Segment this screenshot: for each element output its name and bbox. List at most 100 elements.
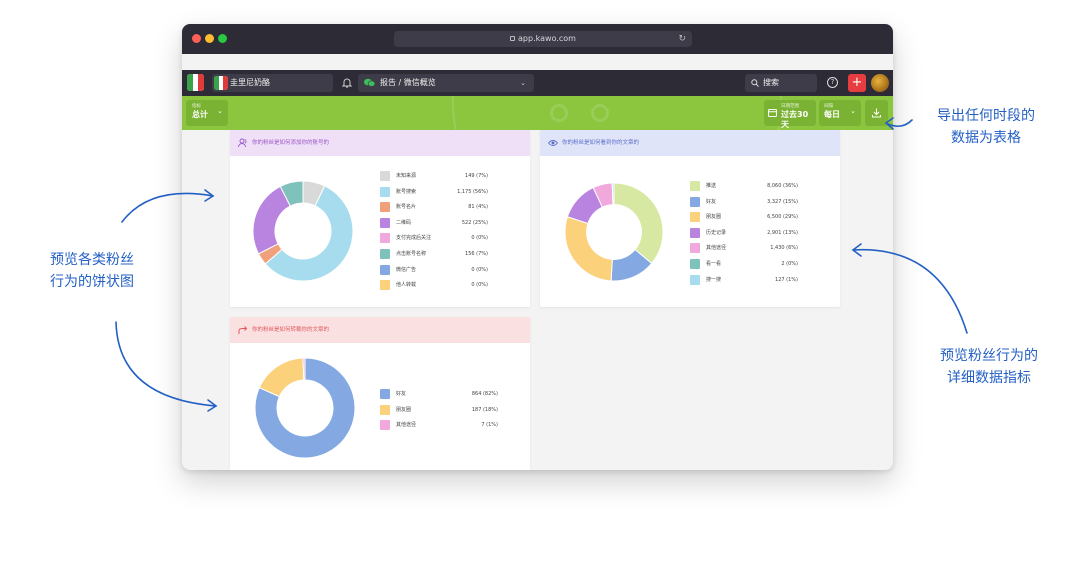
legend-item[interactable]: 朋友圈 6,500 (29%) [690, 212, 840, 223]
donut-slice-1[interactable] [254, 357, 356, 459]
legend-value: 0 (0%) [471, 266, 488, 273]
users-icon [238, 138, 247, 148]
legend-value: 2,901 (13%) [767, 229, 798, 236]
search-button[interactable]: 搜索 [745, 74, 817, 92]
annotation-metrics-line2: 详细数据指标 [947, 370, 1031, 386]
legend-label: 历史记录 [706, 229, 727, 236]
legend-label: 看一看 [706, 261, 722, 267]
browser-titlebar: app.kawo.com ↻ [182, 24, 893, 54]
legend-item[interactable]: 未知来源 149 (7%) [380, 171, 530, 181]
export-button[interactable] [865, 100, 888, 126]
legend-item[interactable]: 好友 864 (82%) [380, 389, 530, 399]
app-header: 圭里尼奶酪 报告 / 微信概览 ⌄ 搜索 ? + [182, 70, 893, 96]
legend-item[interactable]: 历史记录 2,901 (13%) [690, 227, 840, 238]
donut-slice-6[interactable] [279, 180, 304, 207]
legend-label: 推送 [706, 183, 717, 189]
annotation-pie-preview: 预览各类粉丝 行为的饼状图 [34, 249, 150, 293]
article-view-source-card: 你的粉丝是如何看到你的文章的 推送 8,060 (36%) 好友 3,327 (15%… [540, 130, 840, 307]
legend-value: 149 (7%) [465, 173, 488, 179]
url-text: app.kawo.com [518, 34, 576, 43]
legend-label: 支付完成后关注 [396, 235, 432, 242]
date-range-selector[interactable]: 日期范围 过去30天 [764, 100, 816, 129]
report-toolbar: 指标 总计 ⌄ 日期范围 过去30天 间隔 每日 ⌄ [182, 96, 893, 130]
legend-swatch [380, 249, 390, 259]
legend-item[interactable]: 微信广告 0 (0%) [380, 264, 530, 275]
donut-slice-3[interactable] [302, 357, 306, 381]
legend-label: 点击账号名称 [396, 251, 427, 257]
article-share-donut-chart [254, 357, 356, 459]
article-view-donut-chart [564, 182, 664, 282]
avatar[interactable] [871, 74, 889, 92]
legend-item[interactable]: 看一看 2 (0%) [690, 259, 840, 269]
donut-slice-4[interactable] [252, 185, 291, 255]
account-name: 圭里尼奶酪 [230, 78, 270, 87]
legend-item[interactable]: 其他途径 1,430 (6%) [690, 243, 840, 254]
donut-slice-1[interactable] [613, 182, 664, 265]
legend-item[interactable]: 其他途径 7 (1%) [380, 420, 530, 431]
follow-source-card: 你的粉丝是如何添加你的账号的 未知来源 149 (7%) 账号搜索 1,175 (56… [230, 130, 530, 307]
follow-source-donut-chart [252, 180, 354, 282]
annotation-export-line2: 数据为表格 [951, 130, 1021, 146]
legend-item[interactable]: 账号搜索 1,175 (56%) [380, 186, 530, 197]
legend-item[interactable]: 点击账号名称 156 (7%) [380, 249, 530, 259]
legend-swatch [690, 274, 700, 285]
legend-item[interactable]: 朋友圈 187 (18%) [380, 404, 530, 415]
legend-value: 187 (18%) [471, 406, 498, 413]
legend-item[interactable]: 支付完成后关注 0 (0%) [380, 233, 530, 244]
legend-value: 81 (4%) [468, 204, 488, 211]
legend-value: 522 (25%) [461, 219, 488, 226]
card-title: 你的粉丝是如何添加你的账号的 [252, 140, 330, 146]
eye-icon [548, 140, 558, 146]
reload-icon[interactable]: ↻ [678, 34, 686, 44]
report-selector[interactable]: 报告 / 微信概览 ⌄ [358, 74, 534, 92]
search-icon [751, 79, 759, 87]
address-bar[interactable]: app.kawo.com ↻ [394, 31, 692, 47]
annotation-pie-line1: 预览各类粉丝 [50, 252, 134, 268]
date-range-caption: 日期范围 [781, 104, 799, 109]
legend-swatch [380, 186, 390, 197]
legend-swatch [380, 280, 390, 291]
add-button[interactable]: + [848, 74, 866, 92]
donut-slice-2[interactable] [258, 357, 305, 398]
article-share-source-card: 你的粉丝是如何转载你的文章的 好友 864 (82%) 朋友圈 187 (18%) 其他… [230, 317, 530, 470]
legend-item[interactable]: 他人转载 0 (0%) [380, 280, 530, 291]
kawo-logo-icon[interactable] [187, 74, 204, 91]
legend-value: 6,500 (29%) [767, 214, 798, 221]
legend-item[interactable]: 搜一搜 127 (1%) [690, 274, 840, 285]
donut-slice-2[interactable] [264, 185, 354, 282]
close-window-button[interactable] [192, 34, 201, 43]
zoom-window-button[interactable] [218, 34, 227, 43]
chevron-down-icon: ⌄ [217, 107, 223, 115]
interval-selector[interactable]: 间隔 每日 ⌄ [819, 100, 861, 126]
legend-value: 1,430 (6%) [770, 245, 798, 252]
legend-item[interactable]: 推送 8,060 (36%) [690, 181, 840, 191]
metric-selector[interactable]: 指标 总计 ⌄ [186, 100, 228, 126]
legend-label: 朋友圈 [706, 214, 722, 221]
bell-icon[interactable] [342, 77, 352, 88]
legend-item[interactable]: 好友 3,327 (15%) [690, 196, 840, 207]
legend-label: 其他途径 [706, 245, 727, 252]
card-header: 你的粉丝是如何添加你的账号的 [230, 130, 530, 156]
legend-value: 1,175 (56%) [457, 188, 488, 195]
decorative-circle [550, 104, 568, 122]
help-icon[interactable]: ? [827, 77, 838, 88]
donut-slice-3[interactable] [564, 216, 613, 282]
legend-label: 他人转载 [396, 282, 417, 289]
card-title: 你的粉丝是如何看到你的文章的 [562, 140, 640, 146]
brand-logo-icon [214, 76, 228, 90]
legend-label: 好友 [396, 391, 407, 397]
legend-value: 7 (1%) [481, 422, 498, 429]
legend-item[interactable]: 二维码 522 (25%) [380, 217, 530, 228]
legend-label: 其他途径 [396, 422, 417, 429]
minimize-window-button[interactable] [205, 34, 214, 43]
legend-swatch [690, 212, 700, 223]
annotation-metrics-preview: 预览粉丝行为的 详细数据指标 [912, 345, 1066, 389]
account-selector[interactable]: 圭里尼奶酪 [212, 74, 333, 92]
legend-swatch [690, 227, 700, 238]
legend-value: 2 (0%) [781, 261, 798, 267]
legend-item[interactable]: 账号名片 81 (4%) [380, 202, 530, 213]
legend-value: 127 (1%) [775, 276, 798, 283]
annotation-pie-line2: 行为的饼状图 [50, 274, 134, 290]
donut-slice-7[interactable] [611, 182, 615, 206]
lock-icon [510, 36, 516, 41]
